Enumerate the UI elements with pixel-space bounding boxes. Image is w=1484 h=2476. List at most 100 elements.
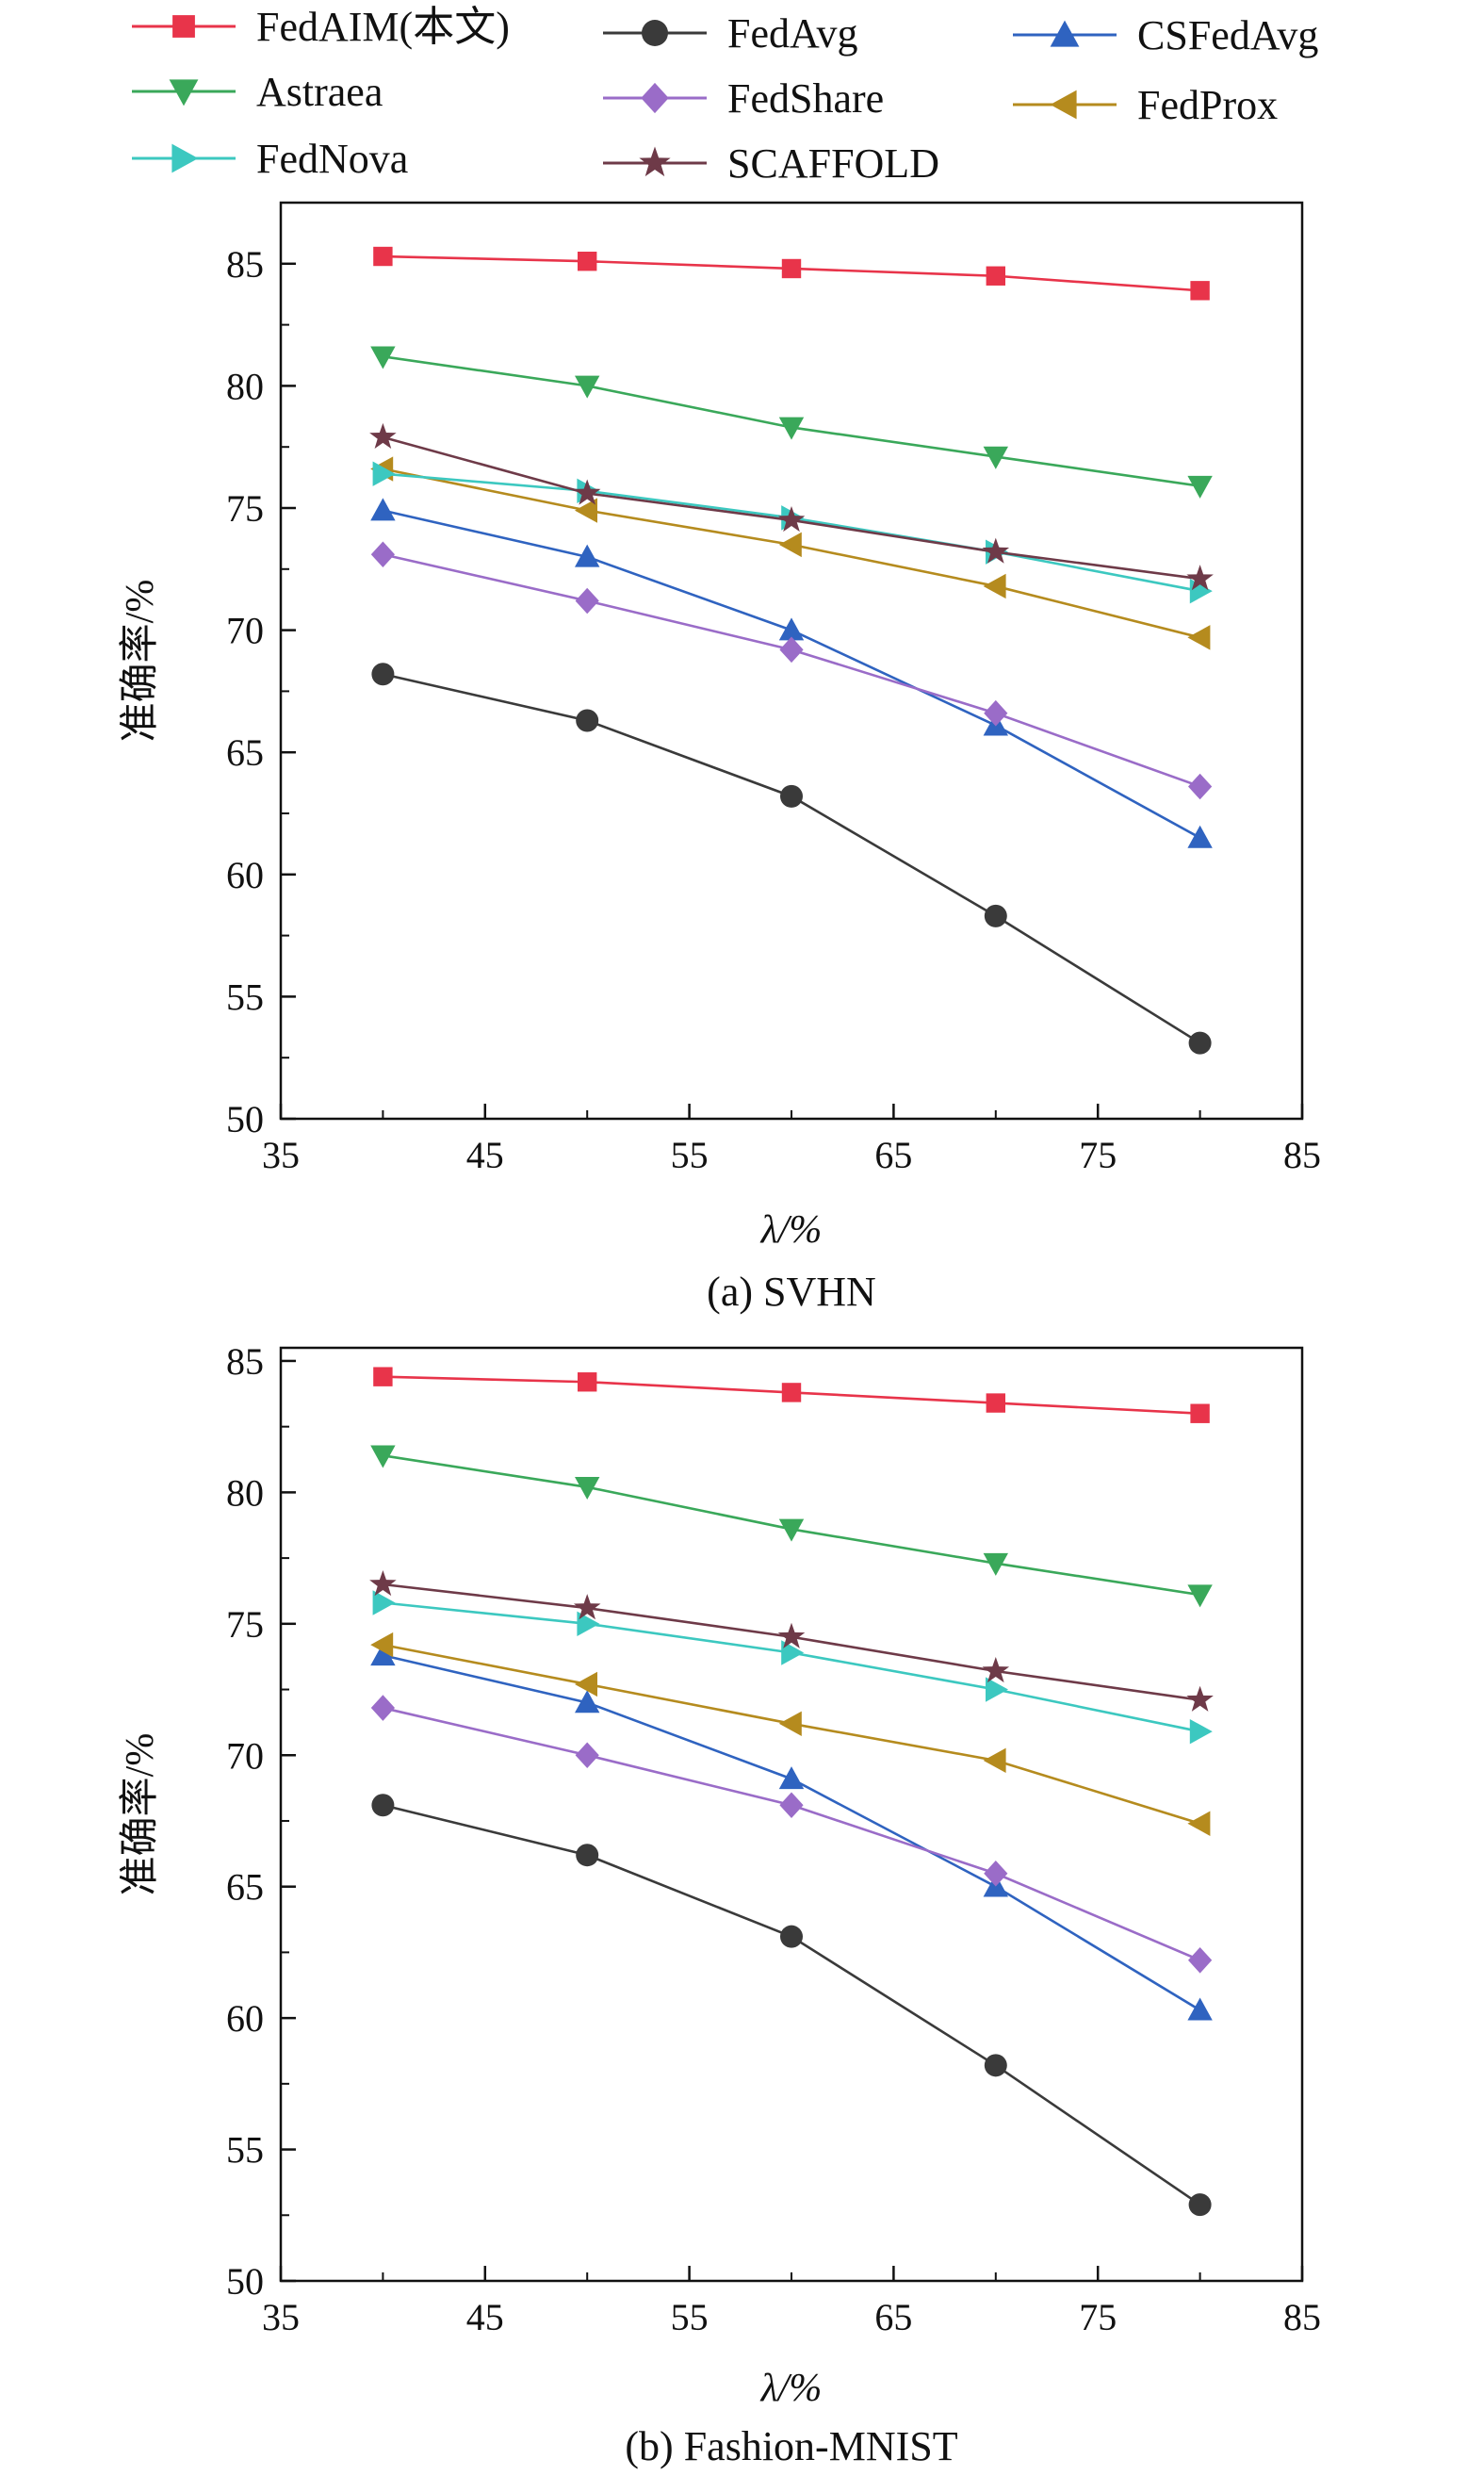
data-point-scaffold xyxy=(777,1622,806,1648)
data-point-fedshare xyxy=(984,699,1008,727)
data-point-scaffold xyxy=(573,1594,601,1620)
legend-marker-triangle-down xyxy=(169,79,199,107)
series-fedavg xyxy=(371,663,1212,1055)
y-tick-label: 70 xyxy=(226,610,264,652)
legend-label: CSFedAvg xyxy=(1137,12,1318,58)
data-point-fedaim xyxy=(578,252,597,271)
chart-caption: (a) SVHN xyxy=(707,1269,876,1315)
data-point-fedaim xyxy=(1190,281,1210,301)
series-line-fednova xyxy=(383,1601,1200,1733)
data-point-csfedavg xyxy=(778,617,805,641)
data-point-scaffold xyxy=(982,1657,1010,1683)
y-axis-title: 准确率/% xyxy=(118,580,162,743)
series-fedaim xyxy=(373,246,1210,301)
x-tick-label: 55 xyxy=(671,2296,709,2338)
data-point-fedshare xyxy=(370,1695,395,1721)
series-line-fedavg xyxy=(383,1803,1201,2206)
y-axis-title: 准确率/% xyxy=(118,1733,162,1896)
data-point-fednova xyxy=(1189,1718,1213,1745)
data-point-fedavg xyxy=(1188,2193,1212,2217)
legend-marker-triangle-up xyxy=(1050,20,1080,47)
data-point-fedaim xyxy=(986,1393,1005,1413)
x-tick-label: 75 xyxy=(1079,2296,1117,2338)
series-fedshare xyxy=(370,541,1213,800)
legend-entry-fedaim: FedAIM(本文) xyxy=(132,4,510,50)
chart-svhn: 50 55 60 65 70 75 80 85 35 45 55 65 75 85 λ/% 准确率/% (a) … xyxy=(118,201,1321,1315)
data-point-astraea xyxy=(575,375,600,399)
data-point-csfedavg xyxy=(370,1643,396,1666)
data-point-csfedavg xyxy=(1187,1997,1213,2021)
x-tick-label: 65 xyxy=(874,2296,912,2338)
legend-label: FedAvg xyxy=(727,10,858,57)
data-point-fedaim xyxy=(1190,1403,1210,1423)
series-astraea xyxy=(370,346,1213,499)
legend-label: FedProx xyxy=(1137,82,1278,128)
y-tick-label: 85 xyxy=(226,1340,264,1383)
data-point-fedaim xyxy=(781,258,802,279)
legend-entry-fedprox: FedProx xyxy=(1013,82,1278,128)
legend-label: FedAIM(本文) xyxy=(256,4,510,50)
data-point-scaffold xyxy=(1186,565,1214,591)
data-point-fedavg xyxy=(984,904,1007,927)
data-point-fedprox xyxy=(778,532,802,558)
data-point-fednova xyxy=(372,461,396,486)
legend-entry-fednova: FedNova xyxy=(132,136,408,182)
y-tick-label: 55 xyxy=(226,976,264,1018)
legend-marker-triangle-right xyxy=(171,143,199,173)
series-line-fedshare xyxy=(383,552,1201,788)
data-point-fedshare xyxy=(370,541,395,568)
data-point-csfedavg xyxy=(1187,825,1213,848)
series-line-fednova xyxy=(383,472,1200,593)
data-point-astraea xyxy=(1187,1584,1213,1608)
data-point-fedprox xyxy=(1187,1811,1211,1836)
x-tick-label: 75 xyxy=(1079,1134,1117,1176)
chart-fashion-mnist: 50 55 60 65 70 75 80 85 35 45 55 65 75 85 λ/% 准确率/% (b) … xyxy=(118,1340,1321,2469)
data-point-astraea xyxy=(1187,475,1213,499)
data-point-csfedavg xyxy=(575,544,600,567)
data-point-fedshare xyxy=(779,1792,804,1819)
data-point-fedavg xyxy=(984,2054,1007,2077)
legend-marker-triangle-left xyxy=(1050,90,1077,120)
data-point-astraea xyxy=(983,1552,1008,1576)
x-tick-label: 85 xyxy=(1283,2296,1321,2338)
x-axis-title: λ/% xyxy=(759,1208,823,1252)
data-point-astraea xyxy=(575,1477,600,1500)
data-point-fedaim xyxy=(373,246,393,267)
y-tick-label: 85 xyxy=(226,243,264,286)
y-tick-label: 70 xyxy=(226,1734,264,1777)
data-point-csfedavg xyxy=(575,1690,600,1714)
data-point-scaffold xyxy=(1186,1685,1214,1712)
data-point-fednova xyxy=(372,1590,396,1615)
data-point-scaffold xyxy=(777,505,806,533)
data-point-scaffold xyxy=(369,422,397,449)
y-tick-label: 80 xyxy=(226,1471,264,1514)
y-tick-label: 75 xyxy=(226,487,264,530)
legend: FedAIM(本文) FedAvg CSFedAvg Astraea FedShare F… xyxy=(132,4,1318,187)
x-tick-label: 55 xyxy=(671,1134,709,1176)
data-point-fedprox xyxy=(575,1671,597,1697)
data-point-fedaim xyxy=(373,1367,393,1386)
x-tick-label: 85 xyxy=(1283,1134,1321,1176)
x-tick-label: 45 xyxy=(466,1134,504,1176)
y-tick-label: 55 xyxy=(226,2129,264,2172)
y-tick-label: 50 xyxy=(226,1098,264,1140)
series-fedshare xyxy=(370,1695,1213,1974)
y-tick-label: 80 xyxy=(226,365,264,407)
legend-label: FedNova xyxy=(256,136,408,182)
x-tick-label: 35 xyxy=(262,2296,300,2338)
data-point-scaffold xyxy=(573,479,601,505)
series-csfedavg xyxy=(370,498,1213,848)
data-point-fedprox xyxy=(370,1632,394,1658)
y-tick-label: 75 xyxy=(226,1603,264,1646)
data-point-fednova xyxy=(577,1611,600,1637)
y-tick-label: 65 xyxy=(226,731,264,774)
data-point-fedprox xyxy=(983,573,1006,599)
legend-marker-circle xyxy=(642,20,668,46)
legend-marker-square xyxy=(172,15,195,38)
data-point-fednova xyxy=(781,1640,805,1665)
data-point-astraea xyxy=(778,1518,805,1542)
x-tick-label: 65 xyxy=(874,1134,912,1176)
data-point-scaffold xyxy=(369,1569,397,1597)
data-point-fedaim xyxy=(578,1372,597,1392)
